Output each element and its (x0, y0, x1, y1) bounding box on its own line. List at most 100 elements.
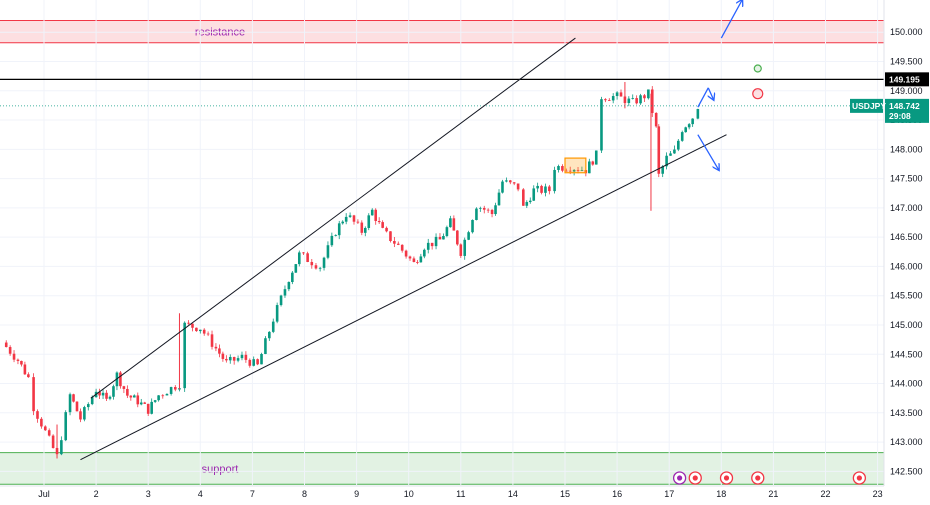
candle-body (588, 161, 591, 174)
candle-body (497, 192, 501, 206)
candle-body (627, 98, 631, 104)
x-tick-label: 21 (768, 489, 778, 499)
candle-body (691, 118, 694, 125)
candle-body (337, 223, 341, 236)
candle-body (173, 387, 177, 390)
upper-channel-trendline[interactable] (90, 37, 576, 399)
candle-body (370, 209, 374, 216)
lightning-event-icon-dot (677, 475, 683, 481)
x-tick-label: 11 (456, 489, 465, 499)
candle-body (408, 256, 412, 259)
candle-body (260, 353, 263, 365)
y-tick-label: 143.000 (890, 437, 923, 447)
bull-arrow-up[interactable] (720, 0, 742, 39)
candle-body (60, 440, 63, 455)
candle-body (412, 258, 416, 262)
candle-body (687, 124, 691, 128)
candle-body (430, 242, 434, 247)
target-event-icon[interactable] (719, 471, 734, 485)
candle-body (287, 282, 291, 290)
y-tick-label: 144.500 (890, 349, 923, 359)
y-tick-label: 145.500 (890, 291, 923, 301)
candle-body (619, 92, 623, 97)
current-price-tag (885, 98, 929, 123)
candle-body (647, 89, 650, 99)
candle-body (479, 207, 482, 209)
candle-body (532, 188, 536, 201)
candle-body (684, 127, 687, 133)
green-circle[interactable] (753, 64, 762, 73)
us-flag-event-icon-2[interactable] (751, 471, 765, 485)
bull-arrow-zig-2[interactable] (708, 87, 713, 100)
y-tick-label: 145.000 (890, 320, 923, 330)
candle-body (64, 412, 68, 441)
candle-body (385, 227, 388, 232)
candle-body (214, 346, 218, 349)
candle-body (334, 235, 338, 236)
candle-body (344, 216, 348, 222)
x-tick-label: 10 (404, 489, 414, 499)
us-flag-event-icon[interactable] (688, 471, 702, 485)
y-tick-label: 149.000 (890, 86, 923, 96)
symbol-tag-text: USDJPY (852, 101, 886, 111)
candle-body (419, 256, 423, 263)
bull-arrow-zig[interactable] (697, 87, 709, 108)
candle-body (544, 186, 547, 193)
candle-body (32, 377, 35, 412)
candle-body (165, 393, 169, 396)
candle-body (505, 180, 508, 182)
consolidation-box[interactable] (564, 157, 587, 174)
candle-body (639, 95, 642, 104)
bear-arrow-down[interactable] (697, 134, 719, 170)
candle-body (183, 322, 186, 389)
x-tick-label: 4 (198, 489, 203, 499)
candle-body (540, 185, 543, 193)
countdown-text: 29:08 (889, 111, 911, 121)
red-circle[interactable] (752, 88, 764, 100)
candle-body (553, 169, 556, 192)
x-tick-label: 7 (250, 489, 255, 499)
candle-body (426, 242, 430, 250)
candle-body (228, 356, 232, 361)
candle-body (330, 235, 334, 246)
candle-body (112, 386, 115, 397)
candle-body (374, 209, 378, 221)
candle-body (310, 261, 314, 266)
y-tick-label: 148.000 (890, 144, 923, 154)
candle-body (611, 96, 615, 101)
candle-body (572, 169, 576, 172)
y-tick-label: 144.000 (890, 379, 923, 389)
candle-body (416, 261, 419, 263)
candle-body (377, 220, 381, 223)
lightning-event-icon[interactable] (672, 471, 687, 485)
candle-body (283, 289, 287, 296)
candle-body (363, 227, 367, 233)
candle-body (210, 334, 214, 347)
candle-body (525, 202, 529, 206)
candle-body (318, 267, 322, 269)
candle-body (673, 149, 676, 154)
candle-body (348, 215, 352, 217)
candle-body (367, 215, 371, 228)
candle-body (471, 219, 474, 233)
candle-body (449, 218, 452, 228)
candle-body (153, 400, 157, 402)
target-event-icon-dot (723, 475, 730, 481)
resistance-zone (0, 20, 884, 43)
support-zone (0, 452, 884, 485)
candle-body (199, 329, 202, 332)
candle-body (326, 245, 330, 258)
candle-body (44, 426, 47, 431)
candle-body (548, 186, 551, 192)
candle-body (225, 358, 228, 361)
candle-body (459, 244, 463, 256)
candle-body (650, 89, 654, 113)
candle-body (607, 100, 611, 101)
lower-channel-trendline[interactable] (80, 134, 727, 461)
us-flag-event-icon-3[interactable] (852, 471, 867, 485)
candle-body (322, 257, 326, 268)
key-level-tag-text: 149.195 (889, 74, 920, 84)
candle-body (360, 222, 364, 233)
